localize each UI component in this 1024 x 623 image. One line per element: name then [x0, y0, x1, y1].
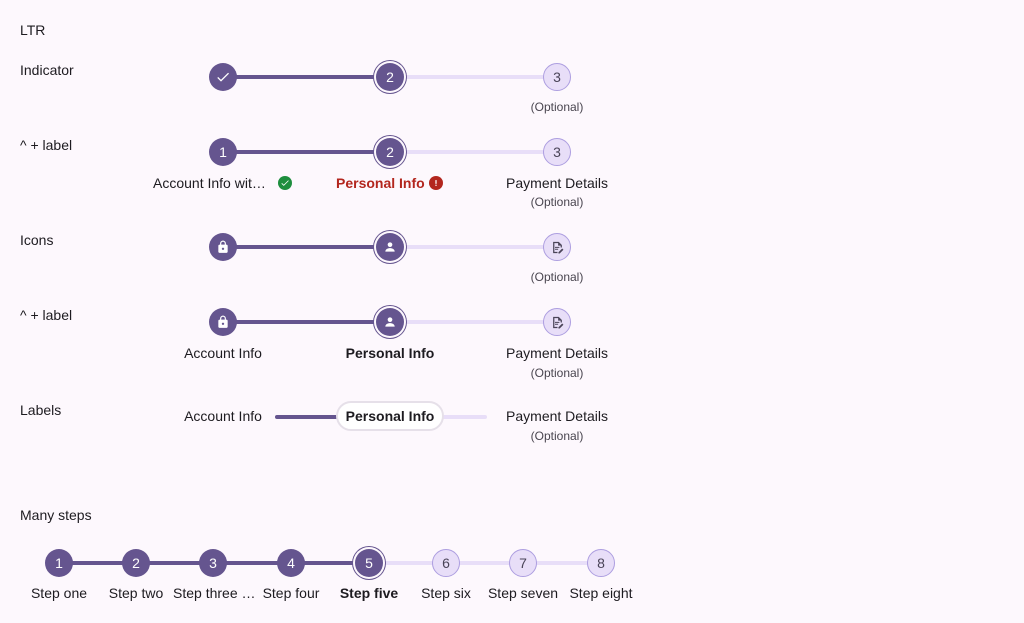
- step-connector-todo: [390, 75, 557, 79]
- many-steps-dot-4[interactable]: 4: [277, 549, 305, 577]
- lock-icon: [218, 315, 228, 328]
- optional-label: (Optional): [530, 270, 584, 284]
- step-connector-done: [223, 75, 390, 79]
- check-icon: [217, 72, 229, 82]
- many-steps-label-5: Step five: [339, 585, 399, 601]
- step-connector-todo: [390, 245, 557, 249]
- many-steps-label-1: Step one: [30, 585, 88, 601]
- check-circle-icon: [278, 176, 292, 190]
- many-steps-dot-2[interactable]: 2: [122, 549, 150, 577]
- row-label-indicator: Indicator: [20, 62, 74, 78]
- step-indicator-3[interactable]: 3: [543, 138, 571, 166]
- step-indicator-1[interactable]: [209, 233, 237, 261]
- error-icon: [429, 176, 443, 190]
- step-indicator-2[interactable]: 2: [376, 63, 404, 91]
- optional-label: (Optional): [530, 429, 584, 443]
- person-icon: [385, 317, 395, 327]
- many-steps-label-2: Step two: [108, 585, 164, 601]
- row-label-indicator-with-label: ^ + label: [20, 137, 73, 153]
- step-connector-todo: [390, 150, 557, 154]
- step-label-payment-details: Payment Details: [506, 175, 608, 191]
- many-steps-label-7: Step seven: [487, 585, 559, 601]
- step-indicator-1[interactable]: [209, 63, 237, 91]
- step-connector-done: [275, 415, 340, 419]
- many-steps-dot-3[interactable]: 3: [199, 549, 227, 577]
- many-steps-label-6: Step six: [421, 585, 471, 601]
- many-steps-dot-7[interactable]: 7: [509, 549, 537, 577]
- step-connector-todo: [440, 415, 487, 419]
- many-steps-dot-6[interactable]: 6: [432, 549, 460, 577]
- many-steps-label-4: Step four: [262, 585, 320, 601]
- many-steps-dot-1[interactable]: 1: [45, 549, 73, 577]
- step-indicator-2[interactable]: 2: [376, 138, 404, 166]
- step-connector-done: [223, 245, 390, 249]
- optional-label: (Optional): [530, 100, 584, 114]
- step-label-payment-details[interactable]: Payment Details: [506, 408, 608, 424]
- step-label-personal-info: Personal Info: [345, 345, 435, 361]
- row-label-many-steps: Many steps: [20, 507, 92, 523]
- step-indicator-2[interactable]: [376, 233, 404, 261]
- step-label-account-info: Account Info wit…: [153, 175, 266, 191]
- step-indicator-2[interactable]: [376, 308, 404, 336]
- step-indicator-3[interactable]: [543, 233, 571, 261]
- step-indicator-3[interactable]: 3: [543, 63, 571, 91]
- many-steps-dot-5[interactable]: 5: [355, 549, 383, 577]
- step-connector-done: [223, 150, 390, 154]
- step-connector-done: [223, 320, 390, 324]
- optional-label: (Optional): [530, 195, 584, 209]
- step-label-account-info: Account Info: [184, 345, 262, 361]
- many-steps-dot-8[interactable]: 8: [587, 549, 615, 577]
- person-icon: [385, 242, 395, 252]
- step-label-personal-info-active[interactable]: Personal Info: [336, 401, 444, 431]
- step-label-payment-details: Payment Details: [506, 345, 608, 361]
- step-connector-todo: [390, 320, 557, 324]
- section-title: LTR: [20, 22, 46, 38]
- row-label-labels: Labels: [20, 402, 62, 418]
- many-steps-connector-todo: [369, 561, 601, 565]
- row-label-icons: Icons: [20, 232, 54, 248]
- lock-icon: [218, 240, 228, 253]
- edit-document-icon: [552, 241, 563, 253]
- step-label-personal-info: Personal Info: [336, 175, 425, 191]
- step-label-account-info[interactable]: Account Info: [184, 408, 262, 424]
- many-steps-label-3: Step three …: [173, 585, 256, 601]
- step-indicator-3[interactable]: [543, 308, 571, 336]
- many-steps-label-8: Step eight: [569, 585, 633, 601]
- edit-document-icon: [552, 316, 563, 328]
- step-indicator-1[interactable]: 1: [209, 138, 237, 166]
- row-label-icons-with-label: ^ + label: [20, 307, 73, 323]
- optional-label: (Optional): [530, 366, 584, 380]
- step-indicator-1[interactable]: [209, 308, 237, 336]
